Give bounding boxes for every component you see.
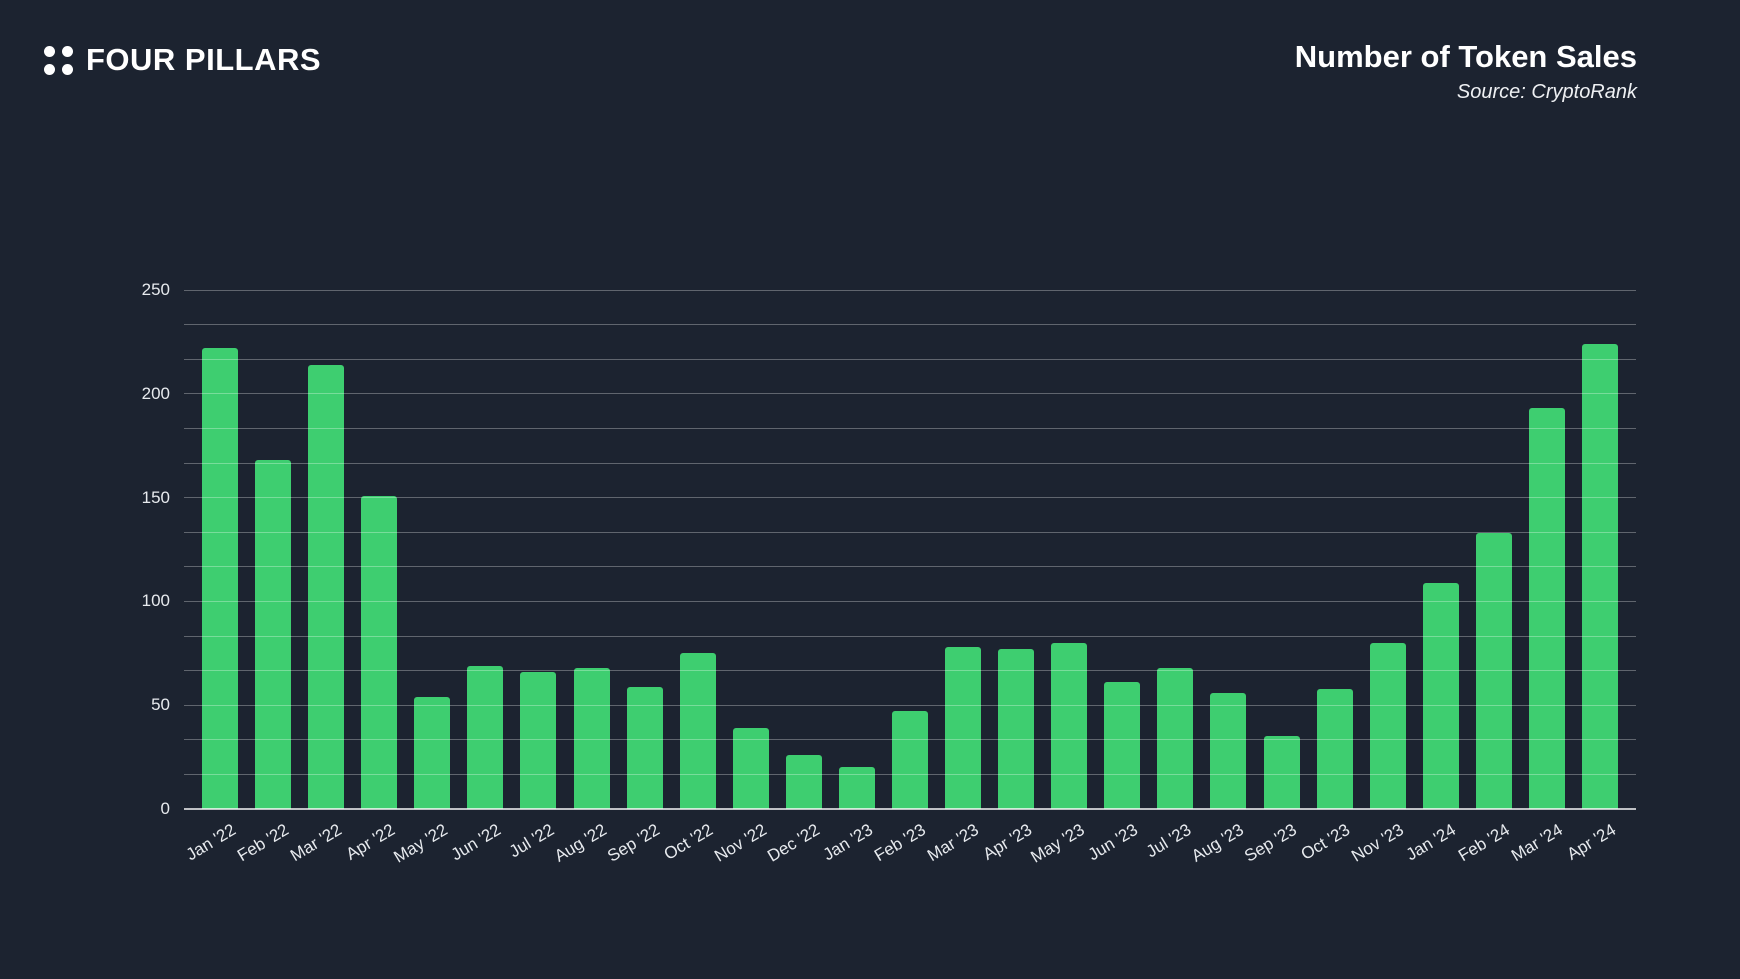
bar-oct-22 (680, 653, 716, 809)
gridline (184, 393, 1636, 395)
four-pillars-logo: FOUR PILLARS (44, 42, 321, 78)
bar-aug-23 (1210, 693, 1246, 809)
y-tick-label: 0 (160, 799, 170, 818)
bar-jan-24 (1423, 583, 1459, 809)
bar-jan-22 (202, 348, 238, 809)
gridline (184, 289, 1636, 291)
chart-title: Number of Token Sales (1294, 39, 1637, 74)
bar-jan-23 (839, 767, 875, 809)
y-tick-label: 250 (141, 280, 170, 299)
bar-oct-23 (1317, 689, 1353, 809)
y-tick-label: 50 (151, 695, 170, 715)
bar-aug-22 (574, 668, 610, 809)
bar-jun-23 (1104, 682, 1140, 809)
four-dots-icon (44, 45, 73, 75)
bar-mar-24 (1529, 408, 1565, 809)
bar-mar-22 (308, 365, 344, 809)
gridline (184, 358, 1636, 360)
bar-feb-24 (1476, 533, 1512, 809)
logo-text: FOUR PILLARS (86, 42, 322, 77)
bar-nov-23 (1370, 643, 1406, 809)
bar-feb-22 (255, 460, 291, 809)
bar-may-23 (1051, 643, 1087, 809)
title-block: Number of Token Sales Source: CryptoRank (1295, 40, 1637, 104)
y-tick-label: 100 (141, 591, 170, 611)
gridline (184, 670, 1636, 672)
gridline (184, 704, 1636, 706)
bar-jul-22 (520, 672, 556, 809)
bar-apr-22 (361, 496, 397, 809)
x-axis-line (184, 808, 1636, 810)
chart-source: Source: CryptoRank (1456, 81, 1637, 103)
bar-mar-23 (945, 647, 981, 809)
bar-may-22 (414, 697, 450, 809)
bar-apr-24 (1582, 344, 1618, 809)
gridline (184, 324, 1636, 326)
bar-nov-22 (733, 728, 769, 809)
bar-apr-23 (998, 649, 1034, 809)
bar-feb-23 (892, 711, 928, 809)
bar-sep-23 (1264, 736, 1300, 809)
gridline (184, 635, 1636, 637)
gridline (184, 462, 1636, 464)
bar-jun-22 (467, 666, 503, 809)
bar-sep-22 (627, 687, 663, 809)
y-tick-label: 150 (141, 487, 170, 507)
gridline (184, 739, 1636, 741)
y-tick-label: 200 (141, 383, 170, 403)
gridline (184, 566, 1636, 568)
gridline (184, 773, 1636, 775)
gridline (184, 497, 1636, 499)
bar-jul-23 (1157, 668, 1193, 809)
gridline (184, 600, 1636, 602)
bar-dec-22 (786, 755, 822, 809)
gridline (184, 531, 1636, 533)
gridline (184, 427, 1636, 429)
